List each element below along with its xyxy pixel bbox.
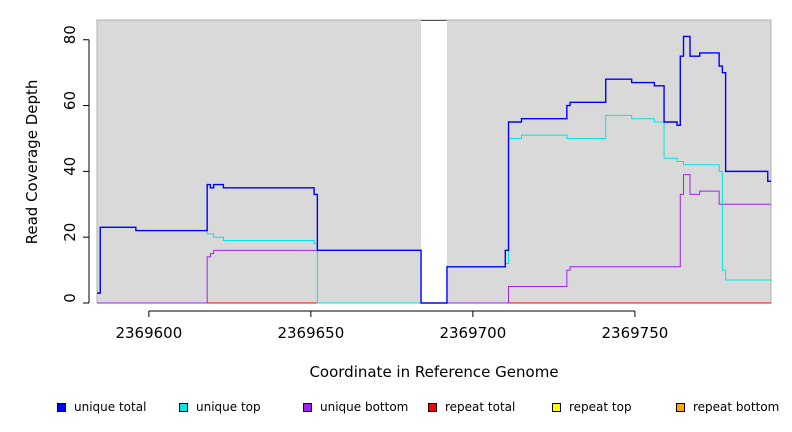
series-line-unique-total bbox=[97, 35, 771, 304]
y-tick-label: 80 bbox=[61, 25, 79, 44]
legend-item-unique-total: unique total bbox=[57, 400, 146, 414]
x-axis-label: Coordinate in Reference Genome bbox=[309, 363, 558, 381]
legend-label: unique bottom bbox=[320, 400, 409, 414]
x-tick-label: 2369650 bbox=[277, 324, 344, 342]
legend-item-unique-top: unique top bbox=[179, 400, 261, 414]
series-line-unique-top bbox=[97, 114, 771, 304]
legend-item-repeat-total: repeat total bbox=[428, 400, 515, 414]
legend-item-repeat-top: repeat top bbox=[552, 400, 632, 414]
legend-swatch bbox=[552, 402, 561, 412]
legend-label: repeat total bbox=[445, 400, 516, 414]
y-tick-label: 40 bbox=[61, 157, 79, 176]
legend-swatch bbox=[303, 402, 312, 412]
legend-label: repeat bottom bbox=[693, 400, 780, 414]
legend-label: unique top bbox=[196, 400, 261, 414]
x-tick-label: 2369600 bbox=[115, 324, 182, 342]
y-tick-label: 0 bbox=[61, 293, 79, 303]
legend-swatch bbox=[57, 402, 66, 412]
y-axis-label: Read Coverage Depth bbox=[23, 80, 41, 245]
series-line-unique-bottom bbox=[97, 174, 771, 304]
legend-swatch bbox=[179, 402, 188, 412]
legend-item-repeat-bottom: repeat bottom bbox=[676, 400, 779, 414]
axes: 0 20 40 60 80 2369600 2369650 2369700 2369750 bbox=[61, 25, 668, 342]
legend-label: repeat top bbox=[569, 400, 632, 414]
x-tick-label: 2369700 bbox=[439, 324, 506, 342]
y-tick-label: 20 bbox=[61, 223, 79, 242]
legend-label: unique total bbox=[74, 400, 147, 414]
gap-region bbox=[421, 20, 447, 303]
gap-regions bbox=[421, 20, 447, 303]
legend: unique total unique top unique bottom re… bbox=[0, 400, 792, 418]
legend-item-unique-bottom: unique bottom bbox=[303, 400, 408, 414]
legend-swatch bbox=[676, 402, 685, 412]
series-lines bbox=[97, 35, 771, 304]
legend-swatch bbox=[428, 402, 437, 412]
x-tick-label: 2369750 bbox=[601, 324, 668, 342]
y-tick-label: 60 bbox=[61, 91, 79, 110]
